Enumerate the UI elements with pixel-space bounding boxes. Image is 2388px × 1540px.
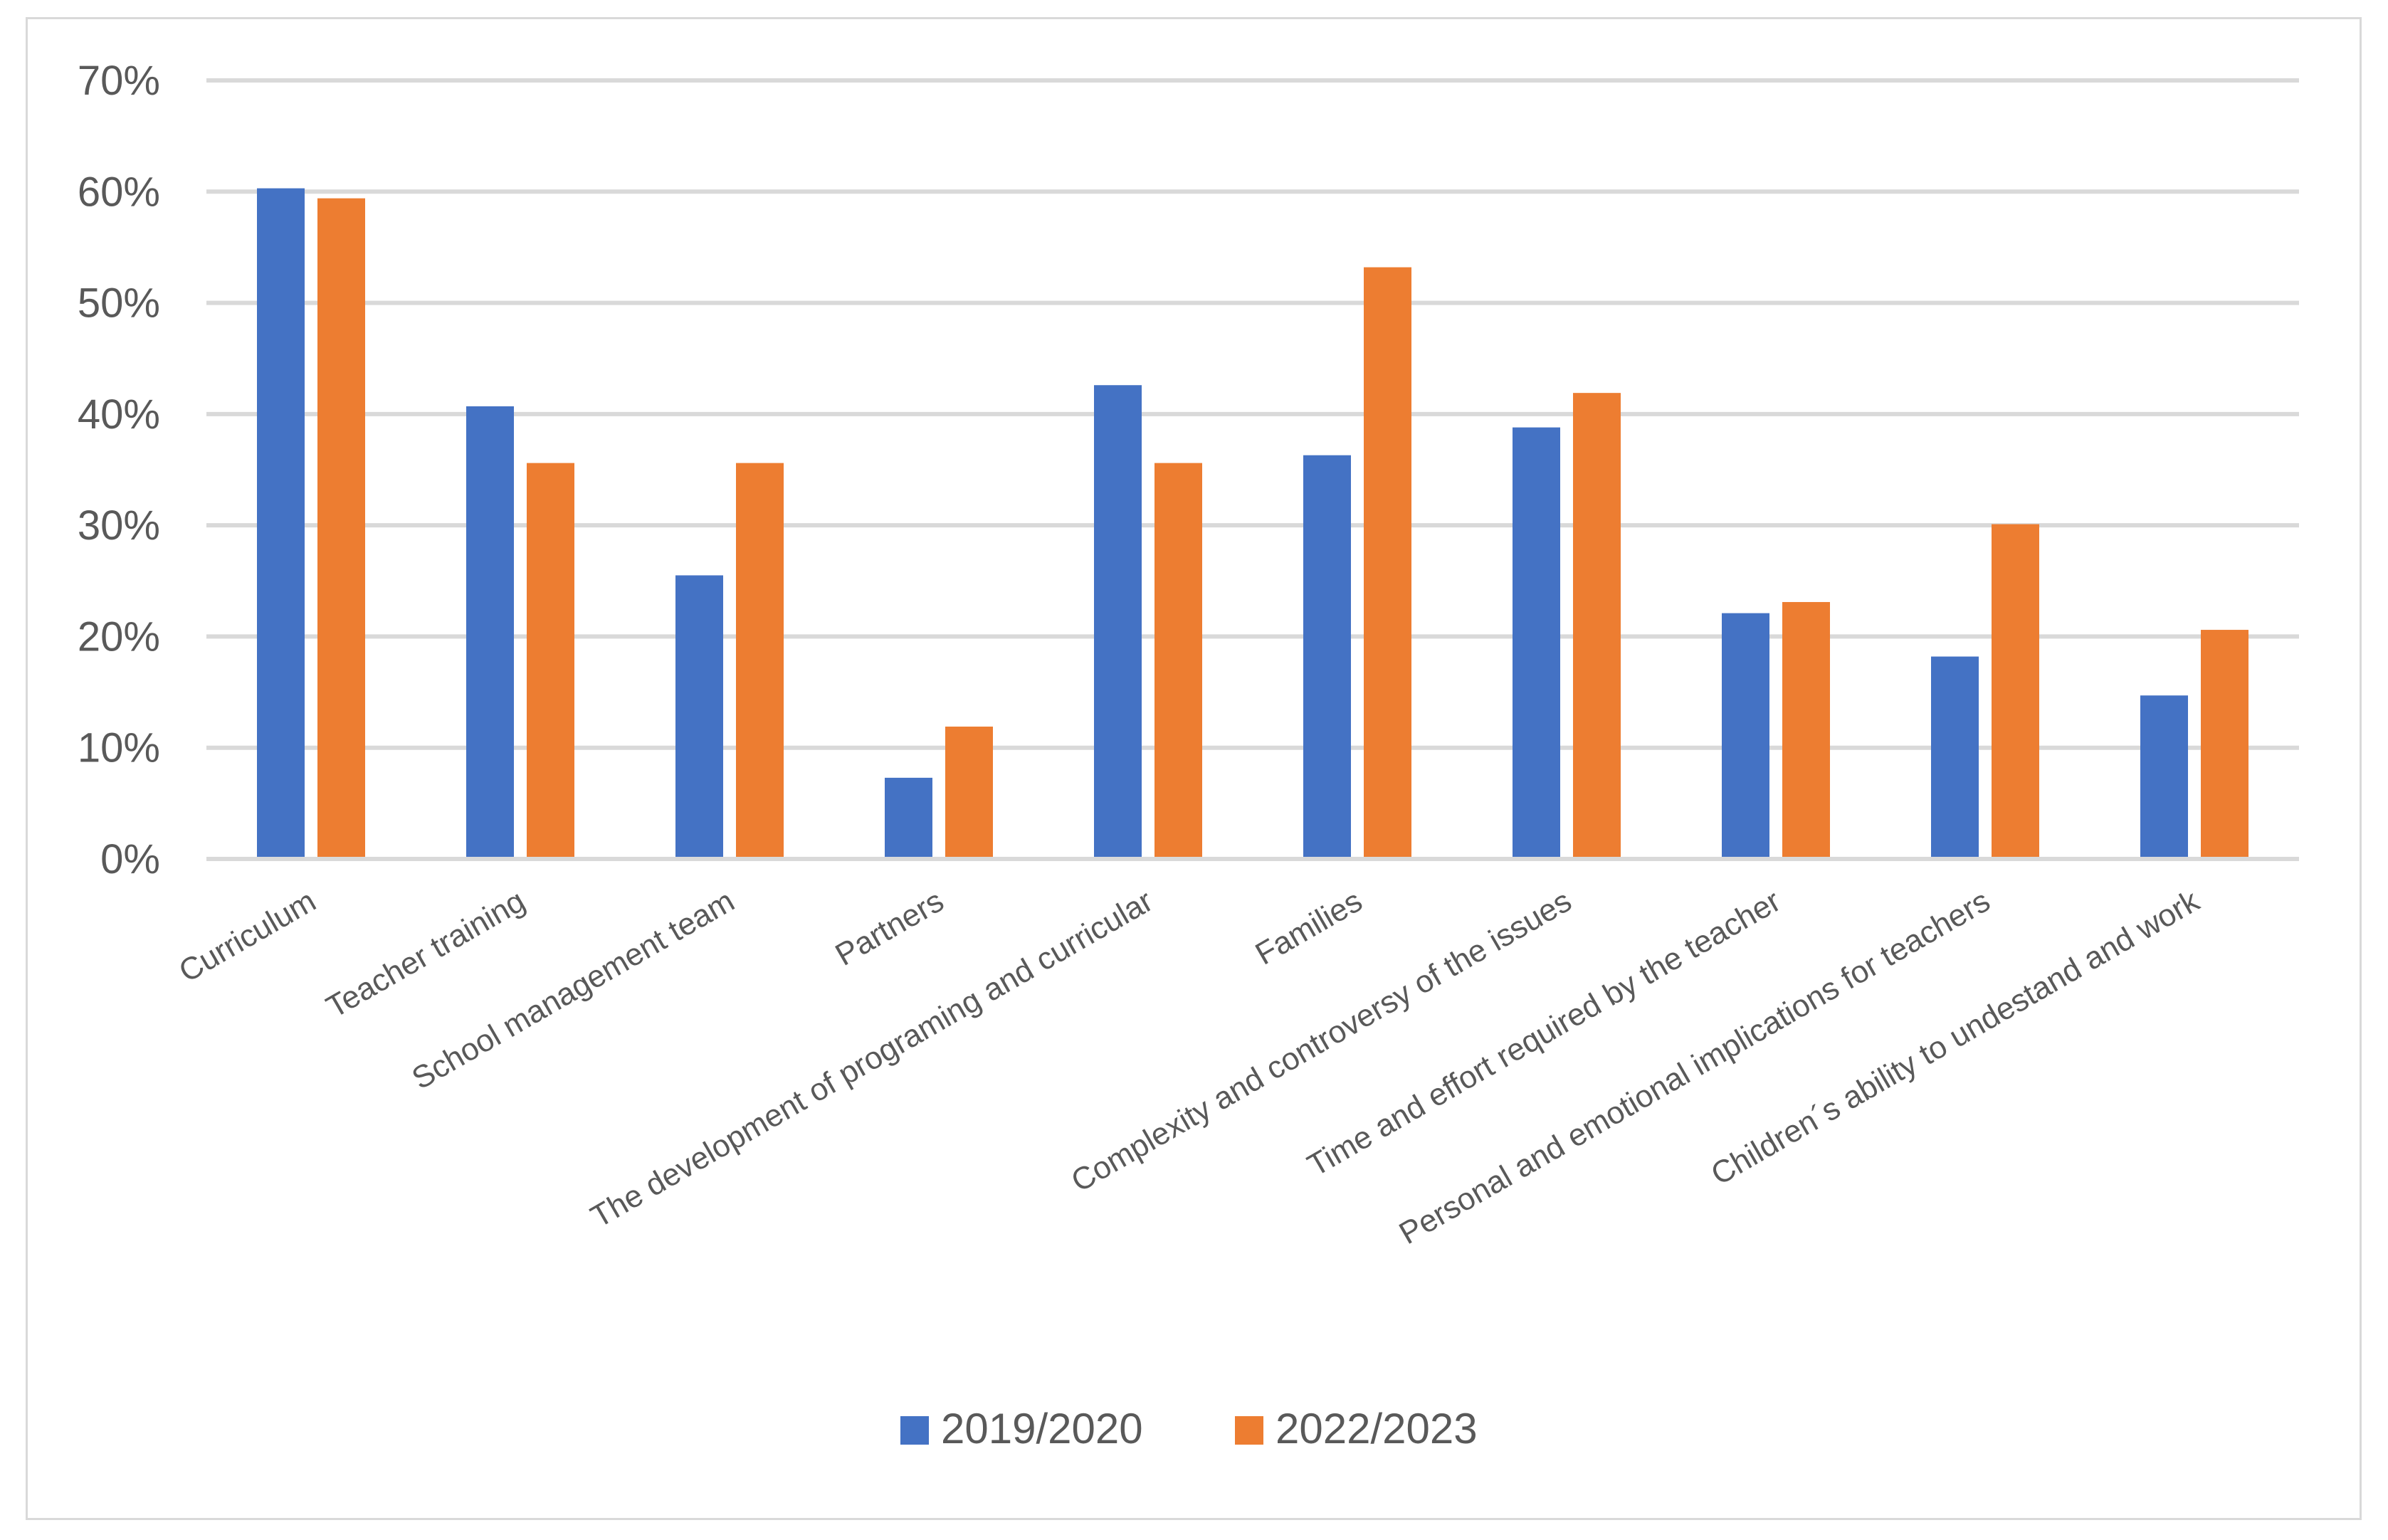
category-label: Partners — [829, 883, 950, 973]
category-label: Teacher training — [320, 883, 531, 1025]
category-label: School management team — [406, 883, 740, 1096]
legend-swatch-2022-2023 — [1235, 1416, 1263, 1445]
bar-2019-2020-5 — [1303, 455, 1351, 859]
bars — [257, 188, 2248, 860]
y-tick-label: 20% — [78, 613, 160, 660]
y-tick-label: 30% — [78, 502, 160, 549]
bar-2022-2023-6 — [1573, 393, 1621, 859]
legend-label: 2019/2020 — [941, 1405, 1143, 1452]
bar-2019-2020-9 — [2140, 695, 2188, 859]
legend: 2019/2020 2022/2023 — [900, 1405, 1478, 1452]
bar-2019-2020-6 — [1513, 427, 1560, 859]
bar-2022-2023-9 — [2201, 630, 2248, 859]
gridlines — [206, 78, 2299, 750]
bar-2022-2023-4 — [1154, 463, 1202, 859]
y-tick-label: 60% — [78, 169, 160, 215]
bar-2022-2023-1 — [527, 463, 574, 859]
y-axis-tick-labels: 0% 10% 20% 30% 40% 50% 60% 70% — [78, 58, 160, 882]
bar-2019-2020-2 — [675, 575, 723, 859]
category-label: Curriculum — [173, 883, 322, 989]
y-tick-label: 10% — [78, 725, 160, 771]
bar-2019-2020-8 — [1931, 656, 1979, 859]
bar-2019-2020-3 — [885, 777, 932, 859]
bar-2022-2023-8 — [1992, 524, 2039, 859]
bar-2022-2023-2 — [736, 463, 784, 859]
y-tick-label: 40% — [78, 391, 160, 438]
bar-2022-2023-7 — [1782, 601, 1830, 859]
bar-2019-2020-0 — [257, 188, 305, 859]
bar-2019-2020-1 — [466, 406, 514, 859]
bar-2022-2023-3 — [945, 727, 993, 859]
bar-2022-2023-0 — [317, 198, 365, 860]
legend-swatch-2019-2020 — [900, 1416, 929, 1445]
bar-2019-2020-4 — [1094, 385, 1142, 859]
y-tick-label: 0% — [100, 836, 160, 882]
legend-label: 2022/2023 — [1275, 1405, 1478, 1452]
category-label: Families — [1250, 883, 1368, 971]
bar-2019-2020-7 — [1722, 613, 1769, 859]
bar-2022-2023-5 — [1364, 267, 1411, 859]
y-tick-label: 50% — [78, 280, 160, 327]
y-tick-label: 70% — [78, 58, 160, 104]
